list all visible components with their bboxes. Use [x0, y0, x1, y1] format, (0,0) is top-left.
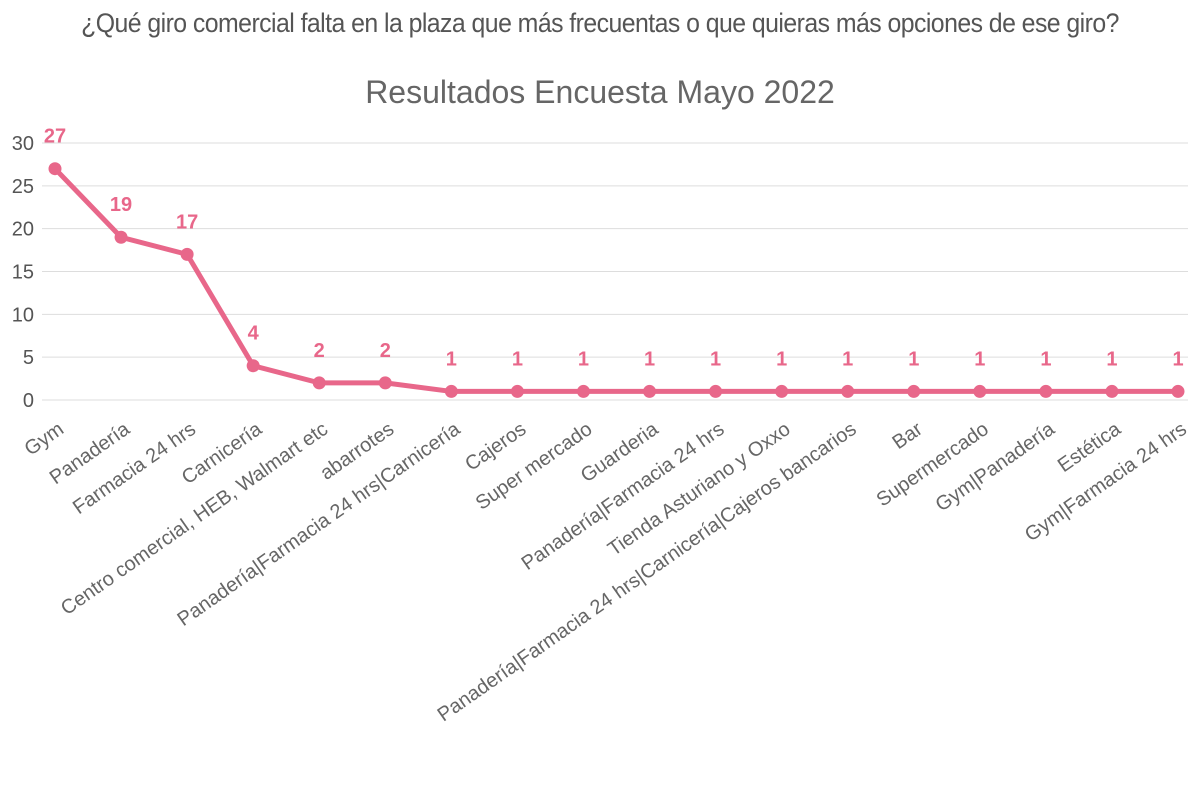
data-point[interactable] [643, 384, 657, 398]
series-line-path [52, 166, 1181, 394]
y-tick-label: 10 [12, 304, 34, 326]
data-point[interactable] [709, 384, 723, 398]
data-point[interactable] [973, 384, 987, 398]
data-point[interactable] [1105, 384, 1119, 398]
y-tick-label: 15 [12, 262, 34, 284]
data-label: 1 [644, 348, 655, 370]
data-label: 17 [176, 211, 198, 233]
y-tick-label: 5 [23, 347, 34, 369]
data-label: 2 [380, 340, 391, 362]
x-tick-label: Gym [21, 418, 68, 460]
data-label: 1 [578, 348, 589, 370]
data-points [48, 162, 1185, 398]
data-label: 1 [974, 348, 985, 370]
data-point[interactable] [1171, 384, 1185, 398]
data-label: 1 [842, 348, 853, 370]
data-point[interactable] [180, 247, 194, 261]
data-point[interactable] [907, 384, 921, 398]
data-point[interactable] [510, 384, 524, 398]
data-label: 1 [512, 348, 523, 370]
data-point[interactable] [444, 384, 458, 398]
data-point[interactable] [841, 384, 855, 398]
x-tick-label: Super mercado [472, 418, 597, 514]
y-tick-label: 25 [12, 176, 34, 198]
data-point[interactable] [775, 384, 789, 398]
data-label: 4 [248, 323, 260, 345]
data-point[interactable] [246, 359, 260, 373]
data-label: 1 [1040, 348, 1051, 370]
data-label: 19 [110, 194, 132, 216]
x-tick-label: Gym|Panadería [932, 418, 1060, 517]
y-axis: 0 5 10 15 20 25 30 [12, 133, 34, 412]
data-point[interactable] [378, 376, 392, 390]
data-label: 1 [908, 348, 919, 370]
data-point[interactable] [312, 376, 326, 390]
data-label: 1 [1172, 348, 1183, 370]
data-point[interactable] [1039, 384, 1053, 398]
data-point[interactable] [576, 384, 590, 398]
data-point[interactable] [114, 230, 128, 244]
data-point[interactable] [48, 162, 62, 176]
data-label: 27 [44, 126, 66, 148]
data-label: 2 [314, 340, 325, 362]
y-tick-label: 20 [12, 219, 34, 241]
survey-question: ¿Qué giro comercial falta en la plaza qu… [81, 8, 1119, 38]
data-label: 1 [776, 348, 787, 370]
y-tick-label: 0 [23, 390, 34, 412]
x-tick-label: Panadería|Farmacia 24 hrs|Carnicería|Caj… [434, 418, 861, 726]
data-label: 1 [710, 348, 721, 370]
grid-lines [42, 142, 1188, 401]
chart-title: Resultados Encuesta Mayo 2022 [365, 74, 835, 110]
series-line [52, 166, 1181, 394]
data-label: 1 [1106, 348, 1117, 370]
data-label: 1 [446, 348, 457, 370]
y-tick-label: 30 [12, 133, 34, 155]
x-tick-label: Bar [889, 418, 927, 454]
data-labels: 27 19 17 4 2 2 1 1 1 1 1 1 1 1 1 1 1 1 [44, 126, 1184, 371]
